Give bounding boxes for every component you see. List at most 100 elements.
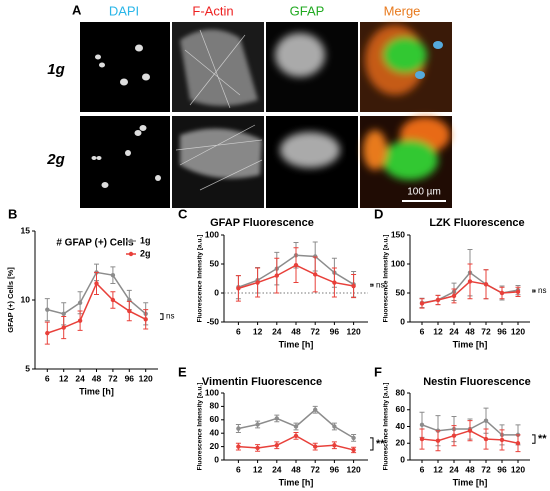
- x-tick-label: 96: [125, 373, 135, 383]
- x-tick-label: 96: [497, 464, 507, 474]
- legend-marker: [128, 251, 134, 257]
- panel-label: A: [72, 2, 82, 17]
- x-tick-label: 6: [420, 326, 425, 336]
- data-point: [274, 443, 279, 448]
- y-tick-label: 50: [210, 258, 220, 268]
- data-point: [255, 445, 260, 451]
- data-point: [236, 426, 241, 431]
- data-point: [61, 325, 66, 330]
- x-tick-label: 48: [291, 326, 301, 336]
- x-tick-label: 6: [236, 326, 241, 336]
- data-point: [499, 290, 505, 296]
- y-tick-label: 100: [205, 229, 219, 239]
- x-tick-label: 72: [108, 373, 118, 383]
- x-tick-label: 96: [330, 326, 340, 336]
- x-axis-label: Time [h]: [279, 477, 314, 487]
- data-point: [313, 272, 318, 277]
- data-point: [351, 435, 356, 441]
- data-point: [313, 407, 318, 412]
- chart-title: LZK Fluorescence: [429, 217, 524, 229]
- y-tick-label: 100: [205, 387, 219, 397]
- data-point: [274, 416, 279, 421]
- x-tick-label: 48: [92, 373, 102, 383]
- data-point: [332, 424, 337, 429]
- data-point: [255, 280, 260, 285]
- data-point: [236, 286, 241, 291]
- chart-title: # GFAP (+) Cells: [56, 238, 134, 249]
- x-tick-label: 24: [272, 326, 282, 336]
- x-tick-label: 12: [59, 373, 69, 383]
- x-axis-label: Time [h]: [79, 386, 114, 396]
- panel-label: E: [178, 364, 187, 379]
- y-axis-label: Fluorescence Intensity [a.u.]: [383, 235, 390, 323]
- legend-label: 1g: [140, 235, 151, 245]
- data-point: [419, 436, 425, 442]
- data-point: [515, 289, 521, 295]
- data-point: [94, 281, 99, 286]
- y-tick-label: 100: [391, 258, 405, 268]
- data-point: [45, 330, 50, 336]
- significance-bracket: [370, 437, 374, 451]
- data-point: [351, 447, 356, 453]
- y-axis-label: Fluorescence Intensity [a.u.]: [383, 383, 390, 471]
- y-tick-label: 0: [214, 454, 219, 464]
- data-point: [451, 293, 457, 299]
- x-tick-label: 120: [347, 326, 361, 336]
- x-tick-label: 120: [139, 373, 153, 383]
- micrographs: 100 µm: [80, 22, 452, 208]
- data-point: [467, 428, 473, 433]
- x-tick-label: 12: [253, 326, 263, 336]
- data-point: [313, 444, 318, 449]
- data-point: [313, 254, 318, 259]
- x-tick-label: 24: [449, 326, 459, 336]
- x-tick-label: 120: [511, 326, 525, 336]
- panel-label: C: [178, 206, 188, 221]
- data-point: [293, 424, 299, 429]
- data-point: [332, 280, 337, 285]
- data-point: [451, 433, 457, 438]
- y-tick-label: 0: [400, 316, 405, 326]
- data-point: [45, 307, 50, 312]
- x-tick-label: 72: [481, 326, 491, 336]
- x-tick-label: 12: [433, 464, 443, 474]
- x-axis-label: Time [h]: [453, 477, 488, 487]
- data-point: [110, 272, 116, 278]
- panel-label: F: [374, 364, 382, 379]
- data-point: [332, 443, 337, 448]
- y-tick-label: 10: [21, 294, 31, 304]
- data-point: [293, 262, 299, 268]
- data-point: [127, 308, 132, 314]
- y-tick-label: 0: [214, 287, 219, 297]
- data-point: [435, 438, 441, 443]
- x-axis-label: Time [h]: [279, 339, 314, 349]
- x-tick-label: 72: [481, 464, 491, 474]
- y-tick-label: 40: [210, 427, 220, 437]
- column-header: DAPI: [109, 3, 139, 18]
- x-tick-label: 24: [449, 464, 459, 474]
- significance-label: **: [538, 433, 547, 445]
- data-point: [255, 422, 260, 427]
- data-point: [483, 436, 489, 442]
- y-tick-label: 5: [25, 363, 30, 373]
- significance-label: **: [376, 438, 385, 450]
- x-tick-label: 72: [310, 464, 320, 474]
- x-tick-label: 24: [272, 464, 282, 474]
- row-label: 2g: [46, 151, 65, 168]
- x-tick-label: 48: [465, 326, 475, 336]
- y-axis-label: Fluorescence Intensity [a.u.]: [197, 235, 204, 323]
- chart-title: Nestin Fluorescence: [423, 376, 531, 388]
- panel-label: D: [374, 206, 383, 221]
- x-tick-label: 120: [511, 464, 525, 474]
- column-header: GFAP: [290, 3, 325, 18]
- data-point: [351, 283, 356, 289]
- y-tick-label: 0: [400, 454, 405, 464]
- column-header: F-Actin: [192, 3, 233, 18]
- data-point: [499, 437, 505, 443]
- y-tick-label: 80: [210, 401, 220, 411]
- significance-label: ns: [538, 286, 546, 295]
- y-tick-label: 60: [396, 404, 406, 414]
- chart-title: Vimentin Fluorescence: [202, 376, 322, 388]
- panel-label: B: [8, 206, 17, 221]
- data-point: [236, 444, 241, 449]
